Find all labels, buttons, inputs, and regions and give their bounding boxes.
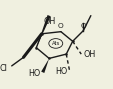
Text: HO: HO	[28, 69, 40, 78]
Text: O: O	[80, 23, 86, 29]
Text: HO: HO	[55, 67, 67, 76]
Polygon shape	[41, 58, 49, 73]
Text: O: O	[58, 23, 63, 29]
Polygon shape	[36, 15, 50, 48]
Text: Ats: Ats	[51, 41, 59, 46]
Text: OH: OH	[43, 17, 55, 26]
Text: Cl: Cl	[0, 64, 7, 73]
Text: OH: OH	[83, 50, 95, 59]
